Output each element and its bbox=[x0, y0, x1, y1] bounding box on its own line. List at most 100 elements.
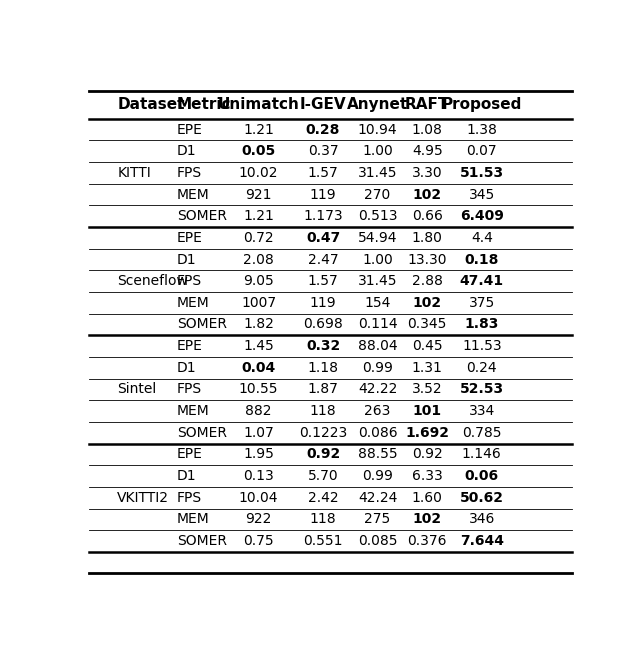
Text: 270: 270 bbox=[364, 188, 391, 201]
Text: 50.62: 50.62 bbox=[460, 490, 504, 505]
Text: RAFT: RAFT bbox=[405, 97, 449, 112]
Text: 0.66: 0.66 bbox=[412, 209, 443, 223]
Text: 275: 275 bbox=[364, 512, 391, 526]
Text: 0.32: 0.32 bbox=[306, 339, 340, 353]
Text: 88.55: 88.55 bbox=[358, 447, 397, 462]
Text: 102: 102 bbox=[413, 188, 442, 201]
Text: 0.05: 0.05 bbox=[241, 145, 276, 158]
Text: 882: 882 bbox=[245, 404, 272, 418]
Text: 1.87: 1.87 bbox=[308, 383, 339, 396]
Text: EPE: EPE bbox=[177, 339, 203, 353]
Text: 1.692: 1.692 bbox=[405, 426, 449, 439]
Text: SOMER: SOMER bbox=[177, 317, 227, 332]
Text: MEM: MEM bbox=[177, 296, 209, 310]
Text: 0.37: 0.37 bbox=[308, 145, 339, 158]
Text: 0.085: 0.085 bbox=[358, 534, 397, 548]
Text: EPE: EPE bbox=[177, 122, 203, 137]
Text: 88.04: 88.04 bbox=[358, 339, 397, 353]
Text: FPS: FPS bbox=[177, 383, 202, 396]
Text: 13.30: 13.30 bbox=[408, 252, 447, 267]
Text: EPE: EPE bbox=[177, 231, 203, 245]
Text: 11.53: 11.53 bbox=[462, 339, 502, 353]
Text: 1.08: 1.08 bbox=[412, 122, 443, 137]
Text: Metric: Metric bbox=[177, 97, 231, 112]
Text: 10.94: 10.94 bbox=[358, 122, 397, 137]
Text: 2.47: 2.47 bbox=[308, 252, 339, 267]
Text: 1.18: 1.18 bbox=[308, 361, 339, 375]
Text: I-GEV: I-GEV bbox=[300, 97, 346, 112]
Text: KITTI: KITTI bbox=[117, 166, 151, 180]
Text: 7.644: 7.644 bbox=[460, 534, 504, 548]
Text: SOMER: SOMER bbox=[177, 209, 227, 223]
Text: 0.086: 0.086 bbox=[358, 426, 397, 439]
Text: 0.114: 0.114 bbox=[358, 317, 397, 332]
Text: Anynet: Anynet bbox=[347, 97, 408, 112]
Text: 1.173: 1.173 bbox=[303, 209, 343, 223]
Text: SOMER: SOMER bbox=[177, 534, 227, 548]
Text: D1: D1 bbox=[177, 361, 196, 375]
Text: 119: 119 bbox=[310, 296, 337, 310]
Text: MEM: MEM bbox=[177, 404, 209, 418]
Text: 9.05: 9.05 bbox=[243, 274, 274, 288]
Text: 0.04: 0.04 bbox=[241, 361, 276, 375]
Text: D1: D1 bbox=[177, 145, 196, 158]
Text: 1.82: 1.82 bbox=[243, 317, 274, 332]
Text: 118: 118 bbox=[310, 512, 337, 526]
Text: 1.95: 1.95 bbox=[243, 447, 274, 462]
Text: Sceneflow: Sceneflow bbox=[117, 274, 188, 288]
Text: 31.45: 31.45 bbox=[358, 274, 397, 288]
Text: VKITTI2: VKITTI2 bbox=[117, 490, 169, 505]
Text: 922: 922 bbox=[245, 512, 272, 526]
Text: MEM: MEM bbox=[177, 188, 209, 201]
Text: 0.24: 0.24 bbox=[467, 361, 497, 375]
Text: 0.99: 0.99 bbox=[362, 469, 393, 483]
Text: 2.08: 2.08 bbox=[243, 252, 274, 267]
Text: Sintel: Sintel bbox=[117, 383, 156, 396]
Text: Proposed: Proposed bbox=[442, 97, 522, 112]
Text: 0.513: 0.513 bbox=[358, 209, 397, 223]
Text: 921: 921 bbox=[245, 188, 272, 201]
Text: 0.92: 0.92 bbox=[306, 447, 340, 462]
Text: 1.00: 1.00 bbox=[362, 252, 393, 267]
Text: 1007: 1007 bbox=[241, 296, 276, 310]
Text: 42.22: 42.22 bbox=[358, 383, 397, 396]
Text: 0.551: 0.551 bbox=[303, 534, 343, 548]
Text: 375: 375 bbox=[468, 296, 495, 310]
Text: 1.80: 1.80 bbox=[412, 231, 443, 245]
Text: 345: 345 bbox=[468, 188, 495, 201]
Text: 1.57: 1.57 bbox=[308, 274, 339, 288]
Text: 3.52: 3.52 bbox=[412, 383, 442, 396]
Text: 2.42: 2.42 bbox=[308, 490, 339, 505]
Text: FPS: FPS bbox=[177, 274, 202, 288]
Text: 31.45: 31.45 bbox=[358, 166, 397, 180]
Text: 1.146: 1.146 bbox=[462, 447, 502, 462]
Text: 10.02: 10.02 bbox=[239, 166, 278, 180]
Text: 0.45: 0.45 bbox=[412, 339, 442, 353]
Text: 51.53: 51.53 bbox=[460, 166, 504, 180]
Text: 154: 154 bbox=[364, 296, 391, 310]
Text: 4.95: 4.95 bbox=[412, 145, 443, 158]
Text: 0.72: 0.72 bbox=[243, 231, 274, 245]
Text: 0.785: 0.785 bbox=[462, 426, 502, 439]
Text: 1.07: 1.07 bbox=[243, 426, 274, 439]
Text: 0.1223: 0.1223 bbox=[299, 426, 347, 439]
Text: 0.28: 0.28 bbox=[306, 122, 340, 137]
Text: FPS: FPS bbox=[177, 166, 202, 180]
Text: 0.376: 0.376 bbox=[408, 534, 447, 548]
Text: D1: D1 bbox=[177, 252, 196, 267]
Text: 0.92: 0.92 bbox=[412, 447, 443, 462]
Text: 5.70: 5.70 bbox=[308, 469, 339, 483]
Text: 0.18: 0.18 bbox=[465, 252, 499, 267]
Text: 0.75: 0.75 bbox=[243, 534, 274, 548]
Text: 346: 346 bbox=[468, 512, 495, 526]
Text: 1.21: 1.21 bbox=[243, 209, 274, 223]
Text: MEM: MEM bbox=[177, 512, 209, 526]
Text: 6.33: 6.33 bbox=[412, 469, 443, 483]
Text: 101: 101 bbox=[413, 404, 442, 418]
Text: D1: D1 bbox=[177, 469, 196, 483]
Text: 263: 263 bbox=[364, 404, 391, 418]
Text: 1.57: 1.57 bbox=[308, 166, 339, 180]
Text: 54.94: 54.94 bbox=[358, 231, 397, 245]
Text: 334: 334 bbox=[468, 404, 495, 418]
Text: Unimatch: Unimatch bbox=[218, 97, 300, 112]
